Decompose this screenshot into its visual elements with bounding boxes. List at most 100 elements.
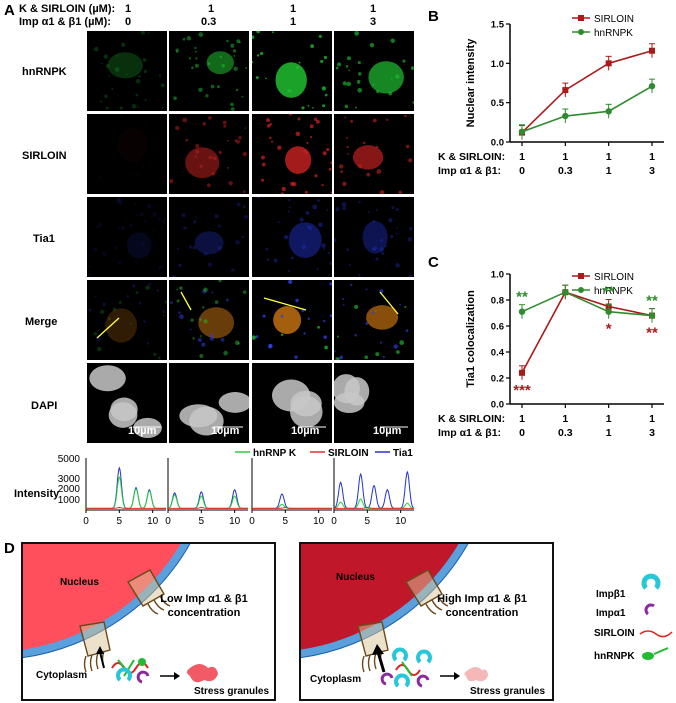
micrograph-merge-1 — [87, 280, 167, 360]
sirloin-strand-icon — [639, 630, 673, 638]
complex-left — [111, 658, 150, 684]
row-label-dapi: DAPI — [31, 400, 58, 412]
chart-c-ytick-label-4: 0.8 — [491, 296, 504, 307]
chart-c-ytick-label-0: 0.0 — [491, 400, 504, 411]
chart-b-legend-marker-0 — [578, 15, 584, 21]
stress-granule-left — [187, 664, 218, 683]
profile-3-hnrnpk-trace — [252, 503, 332, 509]
micrograph-dapi-4 — [334, 363, 414, 443]
nuclear-pore-right-1 — [357, 621, 389, 673]
profile-2-xtick-label-0: 0 — [165, 516, 171, 527]
chart-b-nuclear-intensity: 0.0 0.5 1.0 1.5 Nuclear intensity SIRLOIN hnRN… — [438, 14, 664, 177]
chart-c-ytick-label-2: 0.4 — [491, 348, 505, 359]
complex-right — [380, 647, 432, 688]
nucleus-label-right: Nucleus — [336, 572, 375, 583]
chart-c-ks-value-3: 1 — [649, 413, 655, 425]
micrograph-sirloin-3 — [252, 114, 332, 194]
micrograph-tia1-1 — [87, 197, 167, 277]
micrograph-tia1-4 — [334, 197, 414, 277]
profile-2-sirloin-trace — [168, 506, 248, 509]
legend-tia1: Tia1 — [393, 448, 413, 459]
chart-c-imp-row-label: Imp α1 & β1: — [438, 427, 501, 439]
chart-c-point-hnrnpk-3 — [648, 312, 656, 319]
scale-bar-label-3: 10µm — [291, 425, 320, 437]
legend-sirloin: SIRLOIN — [328, 448, 369, 459]
imp-value-4: 3 — [370, 16, 377, 28]
nuclear-pore-left-1 — [79, 621, 111, 673]
chart-c-line-sirloin — [521, 291, 653, 374]
ks-value-4: 1 — [370, 3, 377, 15]
panel-d-schematic: Nucleus Low Imp α1 & β1 concentration Cy… — [21, 542, 673, 701]
chart-c-ks-value-1: 1 — [562, 413, 568, 425]
ks-value-2: 1 — [208, 3, 215, 15]
chart-c-tia1-colocalization: 0.0 0.2 0.4 0.6 0.8 1.0 Tia1 colocalization SIR… — [438, 270, 664, 439]
micrograph-sirloin-4 — [334, 114, 414, 194]
profile-1-sirloin-trace — [86, 506, 166, 509]
panel-label-b: B — [428, 8, 439, 25]
ks-value-1: 1 — [125, 3, 132, 15]
chart-c-ytick-label-3: 0.6 — [491, 322, 504, 333]
chart-c-sig-green-2: ** — [603, 284, 615, 301]
legend-impb1: Impβ1 — [596, 589, 626, 600]
chart-c-sig-green-3: ** — [646, 293, 658, 310]
chart-b-line-sirloin — [521, 49, 653, 134]
micrograph-merge-2 — [169, 280, 249, 360]
profile-3-xtick-label-5: 5 — [283, 516, 289, 527]
scale-bar-label-4: 10µm — [373, 425, 402, 437]
micrograph-dapi-3 — [252, 363, 332, 443]
micrograph-hnrnpk-4 — [334, 31, 414, 111]
profile-4-xtick-label-5: 5 — [365, 516, 371, 527]
cytoplasm-label-left: Cytoplasm — [36, 670, 87, 681]
chart-c-sig-red-0: *** — [513, 382, 531, 399]
profile-1-xtick-label-5: 5 — [117, 516, 123, 527]
chart-b-imp-value-3: 3 — [649, 165, 655, 177]
micrograph-sirloin-1 — [87, 114, 167, 194]
chart-c-legend-label-1: hnRNPK — [594, 286, 633, 297]
profile-1-xtick-label-0: 0 — [83, 516, 89, 527]
chart-b-ytick-label-2: 1.0 — [491, 59, 504, 70]
profile-1-hnrnpk-trace — [86, 475, 166, 509]
chart-b-point-hnrnpk-2 — [605, 108, 612, 115]
imp-header-label: Imp α1 & β1 (µM): — [19, 16, 111, 28]
micrograph-dapi-2 — [169, 363, 249, 443]
hnrnpk-icon — [642, 652, 654, 660]
profile-4-xtick-label-10: 10 — [395, 516, 407, 527]
chart-b-ks-value-0: 1 — [519, 151, 525, 163]
micrograph-hnrnpk-1 — [87, 31, 167, 111]
profile-3-tia1-trace — [252, 493, 332, 509]
chart-c-legend-marker-1 — [578, 287, 584, 293]
chart-c-ytick-label-1: 0.2 — [491, 374, 504, 385]
chart-b-legend-label-1: hnRNPK — [594, 28, 633, 39]
intensity-profile-plots: Intensity 5000 3000 2000 1000 hnRNP K SI… — [14, 448, 415, 527]
micrograph-sirloin-2 — [169, 114, 249, 194]
intensity-ytick-5000: 5000 — [58, 454, 81, 465]
row-label-sirloin: SIRLOIN — [22, 150, 67, 162]
chart-b-ytick-label-3: 1.5 — [491, 20, 505, 31]
chart-b-point-hnrnpk-1 — [562, 112, 569, 120]
legend-sirloin-d: SIRLOIN — [594, 628, 635, 639]
chart-b-imp-row-label: Imp α1 & β1: — [438, 165, 501, 177]
row-label-tia1: Tia1 — [33, 233, 55, 245]
stress-granule-right — [464, 667, 488, 682]
micrograph-hnrnpk-2 — [169, 31, 249, 111]
chart-b-point-sirloin-2 — [605, 60, 612, 67]
row-label-merge: Merge — [25, 316, 58, 328]
imp-value-2: 0.3 — [201, 16, 217, 28]
panel-label-c: C — [428, 254, 439, 271]
panel-label-a: A — [4, 2, 15, 19]
chart-b-point-sirloin-3 — [649, 47, 655, 54]
micrograph-tia1-2 — [169, 197, 249, 277]
chart-c-imp-value-0: 0 — [519, 427, 525, 439]
chart-c-imp-value-1: 0.3 — [558, 427, 573, 439]
profile-3-sirloin-trace — [252, 506, 332, 509]
profile-3-xtick-label-10: 10 — [313, 516, 325, 527]
condition-left-line2: concentration — [168, 607, 241, 619]
chart-c-sig-red-2: * — [606, 321, 612, 338]
chart-b-ks-row-label: K & SIRLOIN: — [438, 151, 505, 163]
chart-b-ks-value-2: 1 — [606, 151, 612, 163]
micrograph-merge-3 — [252, 280, 332, 360]
chart-c-legend-marker-0 — [578, 273, 584, 279]
profile-4-tia1-trace — [333, 470, 415, 509]
chart-b-ytick-label-1: 0.5 — [491, 98, 505, 109]
granules-label-left: Stress granules — [194, 686, 269, 697]
